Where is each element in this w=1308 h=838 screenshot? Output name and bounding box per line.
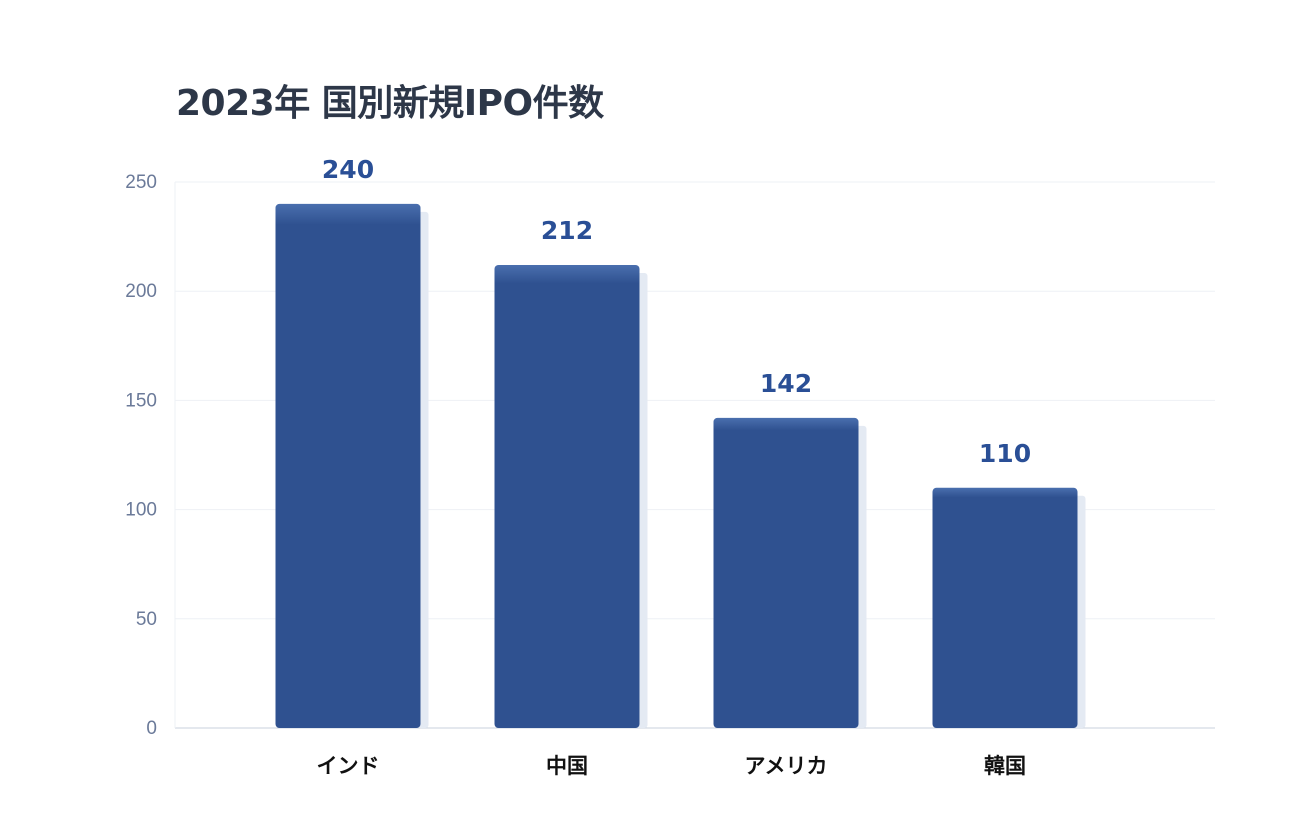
- y-tick-label: 200: [125, 281, 157, 302]
- y-tick-label: 50: [136, 609, 157, 630]
- data-label: 212: [541, 216, 593, 245]
- y-tick-label: 150: [125, 390, 157, 411]
- data-label: 110: [979, 439, 1031, 468]
- bar: [494, 264, 640, 728]
- x-tick-label: 韓国: [984, 754, 1026, 778]
- bar: [275, 203, 421, 729]
- data-label: 142: [760, 369, 812, 398]
- y-tick-label: 250: [125, 172, 157, 193]
- x-tick-label: インド: [317, 754, 380, 778]
- y-tick-label: 0: [146, 718, 157, 739]
- chart-title: 2023年 国別新規IPO件数: [176, 83, 604, 124]
- x-tick-label: アメリカ: [745, 754, 828, 778]
- x-tick-label: 中国: [546, 754, 588, 778]
- bar: [713, 417, 859, 728]
- bar: [932, 487, 1078, 728]
- y-tick-label: 100: [125, 500, 157, 521]
- data-label: 240: [322, 155, 374, 184]
